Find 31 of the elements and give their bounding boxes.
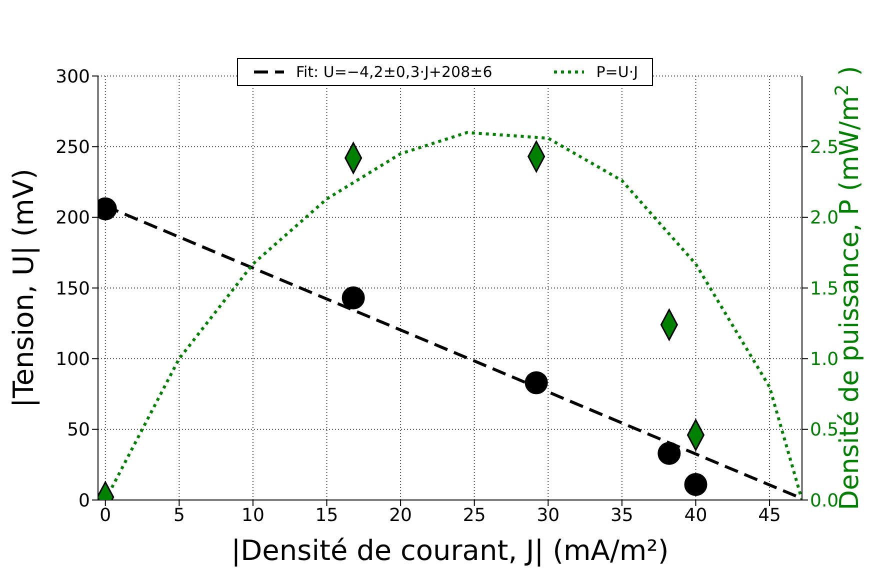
y2-tick-label: 2.5 bbox=[810, 137, 839, 158]
y-axis-title: |Tension, U| (mV) bbox=[6, 168, 40, 408]
y-tick-label: 300 bbox=[56, 66, 90, 88]
x-tick-label: 40 bbox=[684, 504, 708, 526]
y-tick-label: 200 bbox=[56, 208, 90, 229]
legend-label: Fit: U=−4,2±0,3·J+208±6 bbox=[296, 63, 492, 81]
x-tick-label: 0 bbox=[100, 504, 112, 526]
y2-tick-label: 1.5 bbox=[810, 278, 839, 300]
y2-tick-label: 0.5 bbox=[810, 420, 839, 441]
y-tick-label: 50 bbox=[67, 420, 90, 441]
x-tick-label: 15 bbox=[315, 504, 338, 526]
y2-tick-label: 0.0 bbox=[810, 490, 839, 512]
point bbox=[658, 442, 681, 465]
y-tick-label: 0 bbox=[78, 490, 90, 512]
y-tick-label: 150 bbox=[56, 278, 90, 300]
y-tick-label: 100 bbox=[56, 349, 90, 370]
point bbox=[342, 286, 365, 310]
x-tick-label: 20 bbox=[389, 504, 412, 526]
x-tick-label: 10 bbox=[242, 504, 264, 526]
x-tick-label: 30 bbox=[536, 504, 560, 526]
point bbox=[524, 371, 548, 394]
x-tick-label: 45 bbox=[758, 504, 781, 526]
x-axis-title: |Densité de courant, J| (mA/m²) bbox=[231, 534, 669, 567]
y-tick-label: 250 bbox=[56, 137, 90, 158]
y2-tick-label: 1.0 bbox=[810, 349, 839, 370]
x-tick-label: 35 bbox=[610, 504, 634, 526]
point bbox=[684, 472, 708, 496]
legend-label: P=U·J bbox=[596, 63, 638, 81]
y2-tick-label: 2.0 bbox=[810, 208, 839, 229]
x-tick-label: 5 bbox=[173, 504, 185, 526]
x-tick-label: 25 bbox=[462, 504, 486, 526]
